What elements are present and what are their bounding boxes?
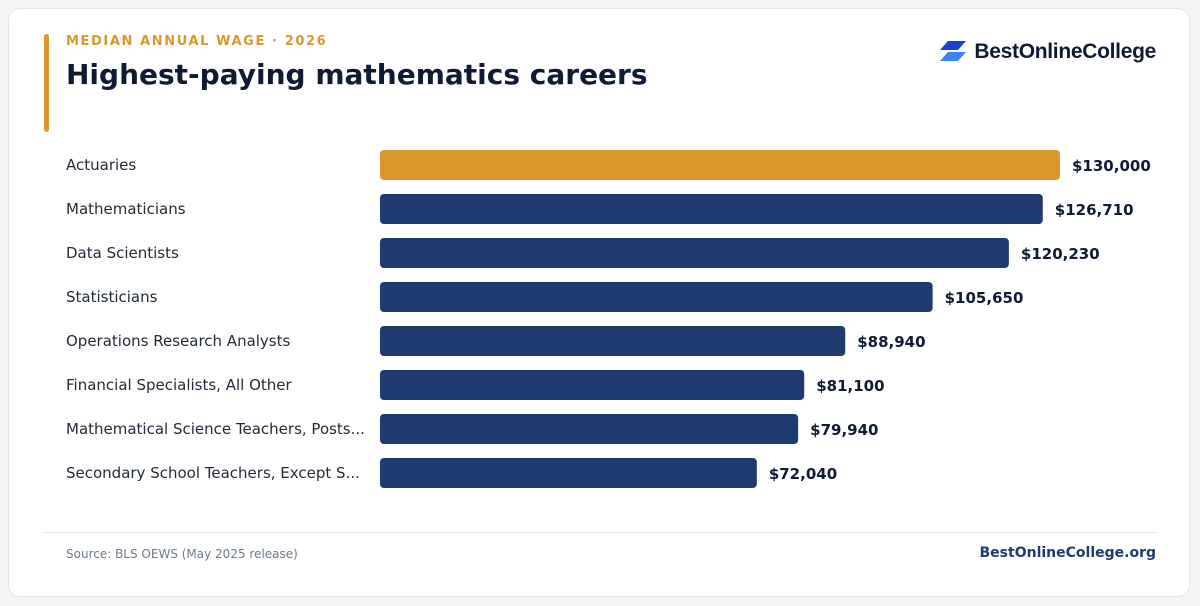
footer-url-link[interactable]: BestOnlineCollege.org [979,545,1156,561]
chart-title: Highest-paying mathematics careers [66,58,648,91]
brand-logo[interactable]: BestOnlineCollege [940,40,1156,64]
source-note: Source: BLS OEWS (May 2025 release) [66,547,298,561]
footer-divider [44,532,1156,533]
chart-eyebrow: MEDIAN ANNUAL WAGE · 2026 [66,34,328,49]
accent-bar [44,34,49,132]
brand-name: BestOnlineCollege [974,40,1156,63]
chart-card [8,8,1190,597]
stacked-parallelogram-logo-icon [940,41,967,61]
